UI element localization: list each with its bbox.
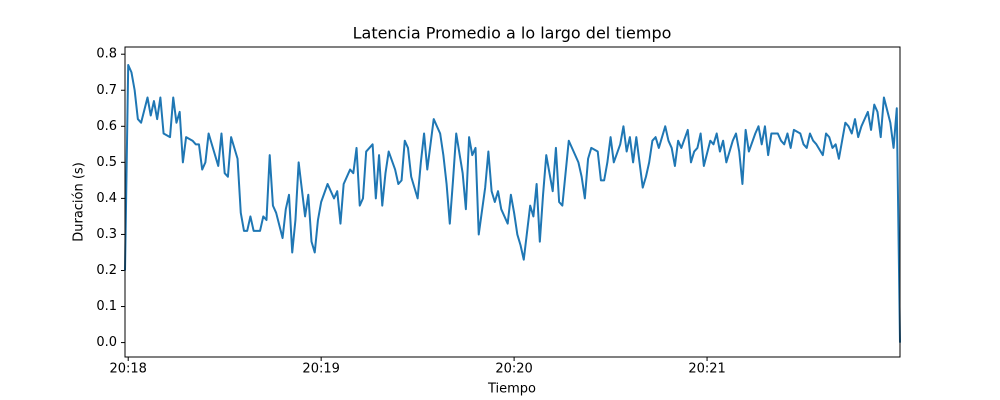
x-axis-label: Tiempo — [487, 382, 536, 397]
y-tick-label: 0.4 — [96, 191, 117, 206]
y-tick-label: 0.7 — [96, 83, 117, 98]
plot-frame — [124, 46, 901, 358]
x-tick-label: 20:21 — [688, 362, 725, 377]
y-tick-label: 0.3 — [96, 227, 117, 242]
y-tick-label: 0.2 — [96, 263, 117, 278]
chart-title: Latencia Promedio a lo largo del tiempo — [353, 24, 672, 43]
y-tick-label: 0.6 — [96, 119, 117, 134]
y-axis-label: Duración (s) — [72, 162, 87, 242]
y-tick-label: 0.8 — [96, 47, 117, 62]
y-tick-label: 0.0 — [96, 335, 117, 350]
x-tick-label: 20:18 — [109, 362, 146, 377]
x-tick-label: 20:20 — [495, 362, 532, 377]
y-tick-label: 0.5 — [96, 155, 117, 170]
line — [124, 64, 901, 343]
y-tick-label: 0.1 — [96, 299, 117, 314]
x-tick-label: 20:19 — [302, 362, 339, 377]
